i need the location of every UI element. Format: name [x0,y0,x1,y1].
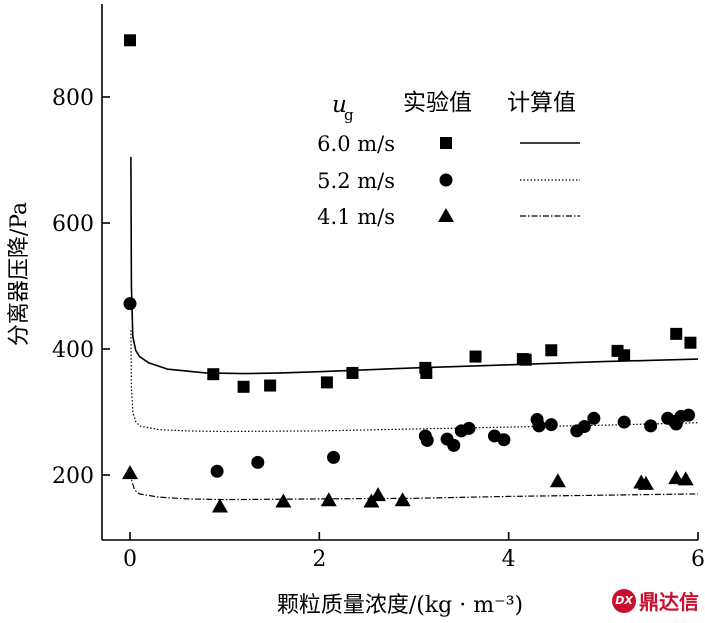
watermark-logo-icon: DX [612,588,636,613]
y-tick-label-400: 400 [52,338,94,363]
legend-label-1: 6.0 m/s [317,132,395,156]
x-tick-label-4: 4 [502,547,516,572]
point-series-1-6 [346,366,359,379]
legend-marker-1 [440,137,452,149]
x-tick-label-0: 0 [123,547,137,572]
point-series-3-7 [394,492,411,507]
point-series-3-10 [637,475,654,490]
point-series-1-1 [124,34,136,47]
point-series-2-25 [682,408,696,422]
point-series-2-14 [532,419,546,433]
point-series-1-16 [684,336,697,349]
computed-curves [130,156,699,501]
legend: u g 实验值 计算值 6.0 m/s 5.2 m/s 4.1 m/s [317,90,580,229]
point-series-1-12 [545,344,558,357]
point-series-1-5 [320,376,333,389]
legend-marker-2 [439,173,453,187]
legend-marker-3 [438,208,454,222]
x-tick-label-6: 6 [691,547,705,572]
curve-series-1 [130,156,699,375]
point-series-1-8 [420,366,433,379]
point-series-3-2 [211,498,228,513]
point-series-3-4 [320,492,337,507]
legend-header-sub: g [344,106,354,124]
curve-series-2 [130,330,699,433]
point-series-2-3 [251,455,265,469]
point-series-2-2 [210,464,224,478]
legend-header-var: u [332,92,347,118]
point-series-2-12 [497,433,511,447]
point-series-2-19 [617,415,631,429]
point-series-3-1 [122,465,138,480]
experimental-markers [122,34,697,513]
ticks: 200 400 600 800 0 2 4 6 [52,86,705,572]
legend-label-3: 4.1 m/s [317,205,395,229]
point-series-1-2 [207,368,220,381]
point-series-2-4 [327,450,341,464]
y-axis-title: 分离器压降/Pa [7,202,32,346]
point-series-3-8 [549,473,566,488]
y-tick-label-200: 200 [52,464,94,489]
y-tick-label-800: 800 [52,86,94,111]
point-series-1-14 [618,349,631,362]
point-series-3-6 [370,487,387,502]
point-series-1-15 [670,327,683,340]
watermark: DX 鼎达信 [612,586,699,615]
point-series-3-3 [275,493,292,508]
x-axis-title: 颗粒质量浓度/(kg · m⁻³) [277,593,523,618]
point-series-2-17 [577,419,591,433]
point-series-2-6 [420,433,434,447]
point-series-2-18 [587,411,601,425]
legend-header-calculated: 计算值 [507,90,576,116]
point-series-2-8 [447,438,461,452]
legend-label-2: 5.2 m/s [317,169,395,193]
point-series-1-11 [519,353,532,366]
point-series-1-4 [264,379,277,392]
point-series-1-3 [237,380,250,393]
legend-header-experimental: 实验值 [403,90,472,116]
watermark-text: 鼎达信 [639,590,699,614]
point-series-3-12 [677,471,694,486]
y-tick-label-600: 600 [52,212,94,237]
axes [101,4,698,541]
x-tick-label-2: 2 [312,547,326,572]
point-series-1-9 [469,350,482,363]
curve-series-3 [130,471,699,501]
point-series-2-10 [462,421,476,435]
point-series-2-1 [123,297,137,311]
point-series-3-11 [668,470,685,485]
point-series-2-15 [544,418,558,432]
point-series-2-20 [644,419,658,433]
